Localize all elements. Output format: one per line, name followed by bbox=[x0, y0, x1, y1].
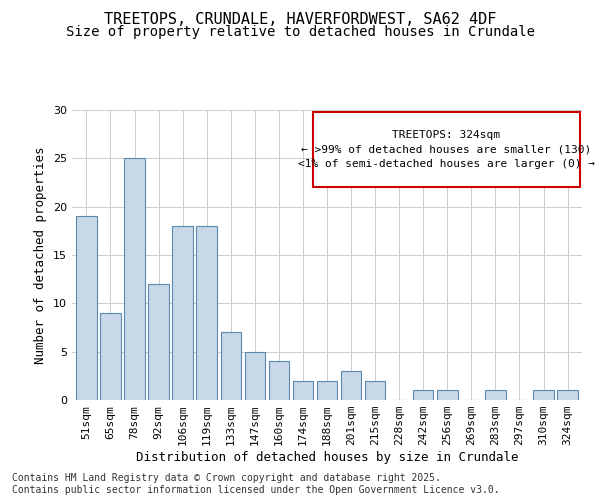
Bar bbox=[365, 380, 385, 400]
Bar bbox=[485, 390, 506, 400]
Bar bbox=[148, 284, 169, 400]
Text: Contains HM Land Registry data © Crown copyright and database right 2025.
Contai: Contains HM Land Registry data © Crown c… bbox=[12, 474, 500, 495]
Bar bbox=[196, 226, 217, 400]
X-axis label: Distribution of detached houses by size in Crundale: Distribution of detached houses by size … bbox=[136, 451, 518, 464]
Text: TREETOPS, CRUNDALE, HAVERFORDWEST, SA62 4DF: TREETOPS, CRUNDALE, HAVERFORDWEST, SA62 … bbox=[104, 12, 496, 28]
Bar bbox=[124, 158, 145, 400]
Bar bbox=[341, 371, 361, 400]
Text: Size of property relative to detached houses in Crundale: Size of property relative to detached ho… bbox=[65, 25, 535, 39]
Bar bbox=[413, 390, 433, 400]
Bar bbox=[557, 390, 578, 400]
Bar bbox=[533, 390, 554, 400]
Bar bbox=[172, 226, 193, 400]
Bar bbox=[100, 313, 121, 400]
Bar bbox=[293, 380, 313, 400]
Bar bbox=[245, 352, 265, 400]
Bar bbox=[221, 332, 241, 400]
Bar bbox=[76, 216, 97, 400]
Y-axis label: Number of detached properties: Number of detached properties bbox=[34, 146, 47, 364]
Bar bbox=[269, 362, 289, 400]
Text: TREETOPS: 324sqm
← >99% of detached houses are smaller (130)
<1% of semi-detache: TREETOPS: 324sqm ← >99% of detached hous… bbox=[298, 130, 595, 170]
Bar bbox=[317, 380, 337, 400]
Bar bbox=[437, 390, 458, 400]
FancyBboxPatch shape bbox=[313, 112, 580, 188]
